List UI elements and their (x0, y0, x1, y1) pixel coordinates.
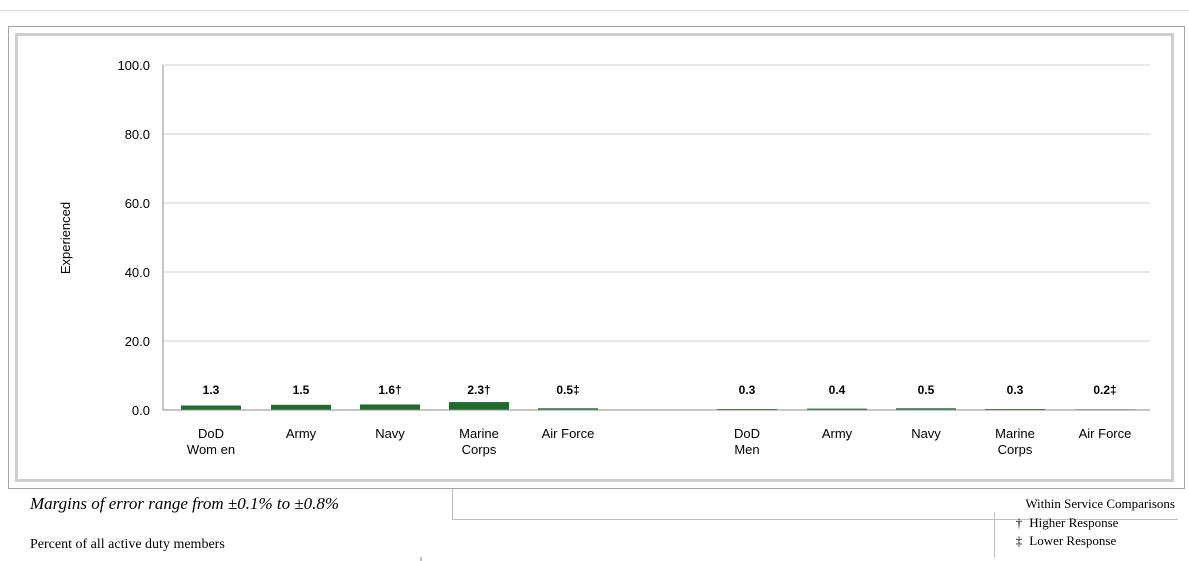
gridlines (163, 64, 1150, 342)
bar (538, 408, 598, 410)
bar (717, 408, 777, 410)
y-tick-label: 20.0 (125, 334, 150, 349)
x-category-label: DoD (734, 426, 760, 441)
x-category-label: Men (734, 442, 759, 457)
x-category-label: Corps (998, 442, 1033, 457)
x-category-label: Air Force (1079, 426, 1132, 441)
x-category-label: Marine (995, 426, 1035, 441)
x-category-label: DoD (198, 426, 224, 441)
x-category-label: Navy (375, 426, 405, 441)
bar (985, 408, 1045, 410)
legend-box (994, 512, 1179, 558)
data-label: 1.5 (293, 383, 310, 397)
double-dagger-icon: ‡ (1015, 533, 1023, 548)
y-tick-label: 100.0 (117, 58, 150, 73)
data-label: 0.4 (829, 383, 846, 397)
x-category-label: Wom en (187, 442, 235, 457)
y-tick-label: 60.0 (125, 196, 150, 211)
y-tick-label: 40.0 (125, 265, 150, 280)
data-label: 0.2‡ (1093, 383, 1116, 397)
x-category-label: Navy (911, 426, 941, 441)
x-category-label: Corps (462, 442, 497, 457)
data-label: 2.3† (467, 383, 490, 397)
data-labels: 1.3 1.5 1.6† 2.3† 0.5‡ 0.3 0.4 0.5 0.3 0.2‡ (203, 383, 1117, 397)
x-category-label: Army (286, 426, 317, 441)
y-axis-label: Experienced (58, 202, 73, 274)
legend-label-lower: Lower Response (1029, 533, 1117, 548)
data-label: 1.3 (203, 383, 220, 397)
margin-of-error-note: Margins of error range from ±0.1% to ±0.… (30, 494, 340, 513)
bar (271, 404, 331, 410)
dagger-icon: † (1015, 515, 1023, 530)
bar (181, 405, 241, 410)
y-tick-label: 0.0 (132, 403, 150, 418)
bars (181, 402, 1135, 410)
y-tick-label: 80.0 (125, 127, 150, 142)
legend-item-higher: † Higher Response (1012, 515, 1119, 531)
top-rule (0, 10, 1189, 11)
data-label: 0.3 (1007, 383, 1024, 397)
legend-item-lower: ‡ Lower Response (1012, 533, 1117, 549)
x-category-label: Army (822, 426, 853, 441)
data-label: 1.6† (378, 383, 401, 397)
bar (360, 404, 420, 410)
base-note: Percent of all active duty members (30, 537, 225, 552)
bar (449, 402, 509, 410)
data-label: 0.5‡ (556, 383, 579, 397)
bar (807, 408, 867, 410)
x-category-label: Air Force (542, 426, 595, 441)
legend-label-higher: Higher Response (1029, 515, 1119, 530)
data-label: 0.5 (918, 383, 935, 397)
note-box-outline (452, 489, 1178, 520)
data-label: 0.3 (739, 383, 756, 397)
bottom-rule (420, 557, 422, 561)
x-category-label: Marine (459, 426, 499, 441)
bar (896, 408, 956, 410)
legend-title: Within Service Comparisons (1025, 496, 1175, 511)
y-axis-ticks: 100.0 80.0 60.0 40.0 20.0 0.0 (117, 58, 150, 418)
